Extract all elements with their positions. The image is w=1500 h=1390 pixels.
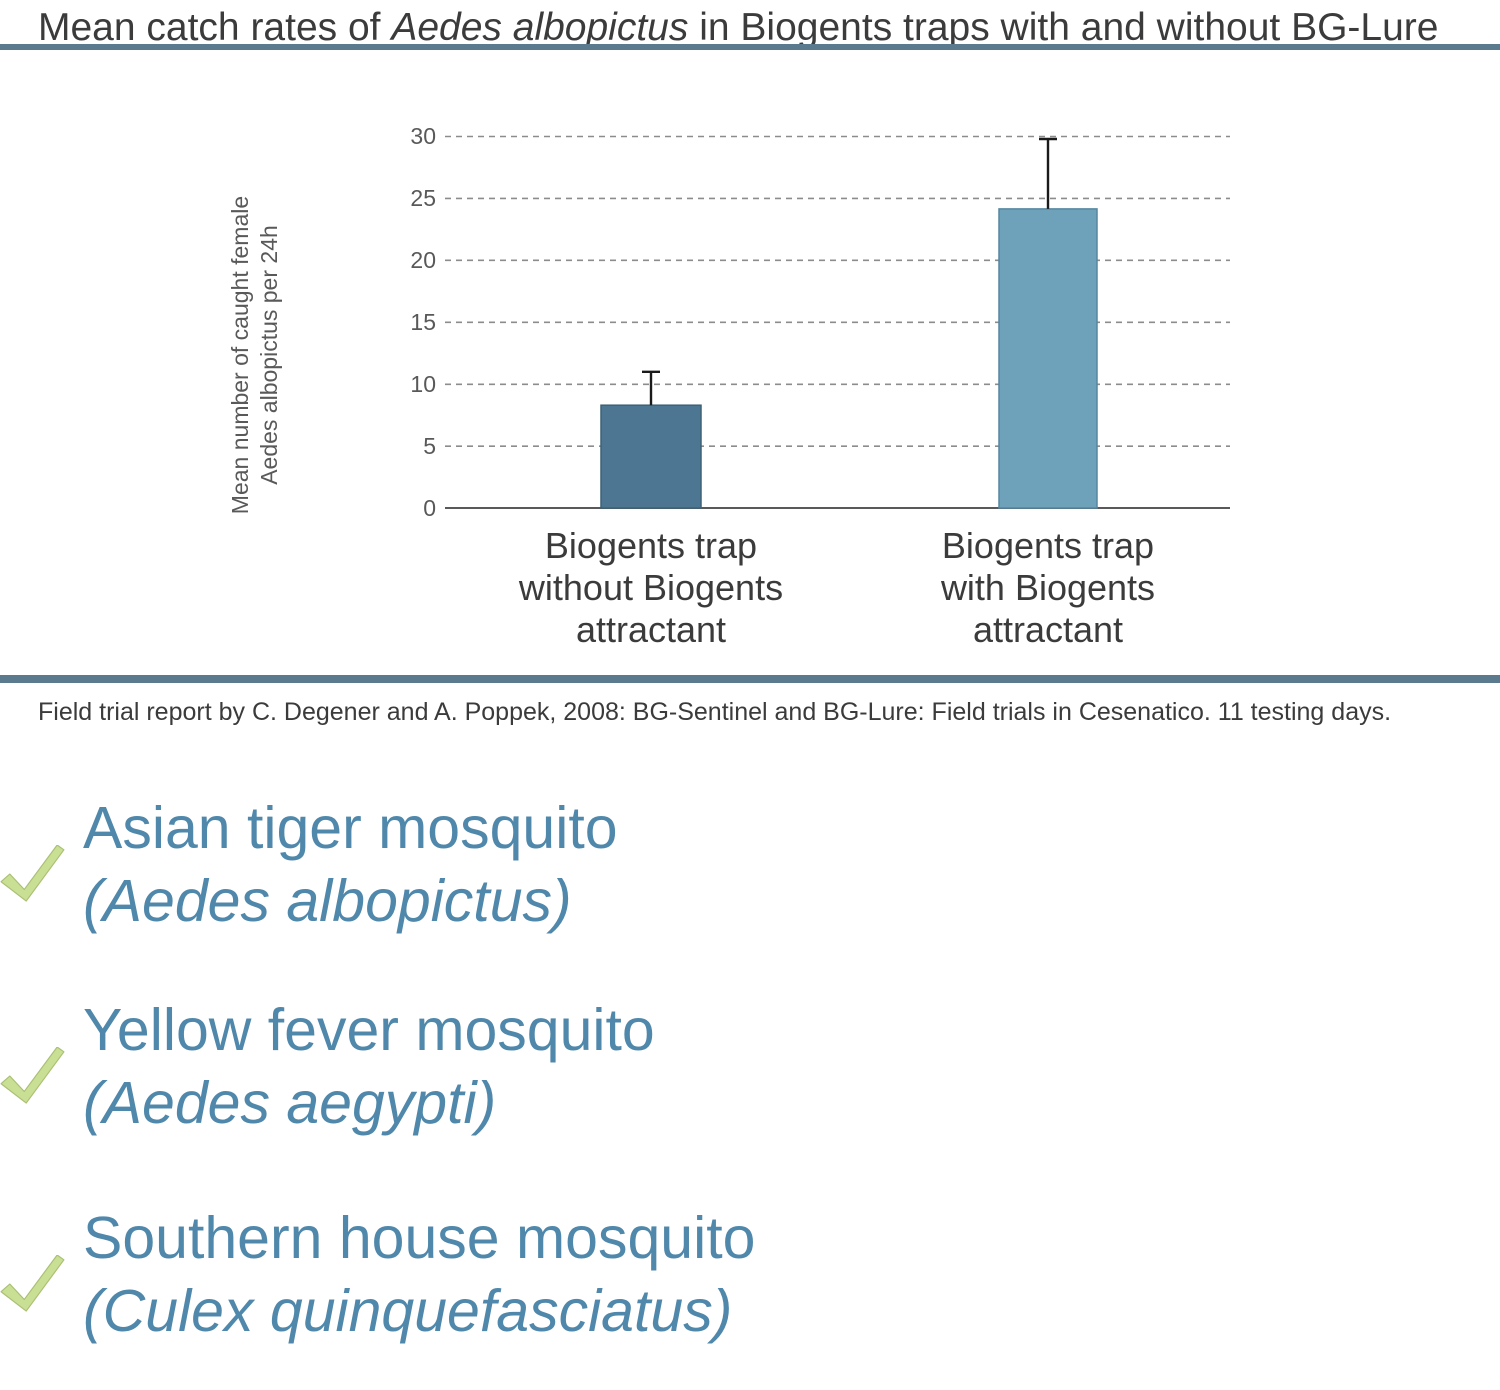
svg-text:25: 25: [410, 185, 436, 211]
svg-text:5: 5: [423, 433, 436, 459]
svg-text:20: 20: [410, 247, 436, 273]
svg-text:30: 30: [410, 123, 436, 149]
svg-text:without Biogents: without Biogents: [518, 567, 783, 608]
svg-text:Biogents trap: Biogents trap: [942, 525, 1154, 566]
svg-text:with Biogents: with Biogents: [940, 567, 1155, 608]
svg-text:10: 10: [410, 371, 436, 397]
svg-text:attractant: attractant: [973, 609, 1123, 650]
svg-text:Biogents trap: Biogents trap: [545, 525, 757, 566]
svg-text:0: 0: [423, 495, 436, 521]
svg-text:attractant: attractant: [576, 609, 726, 650]
svg-text:15: 15: [410, 309, 436, 335]
